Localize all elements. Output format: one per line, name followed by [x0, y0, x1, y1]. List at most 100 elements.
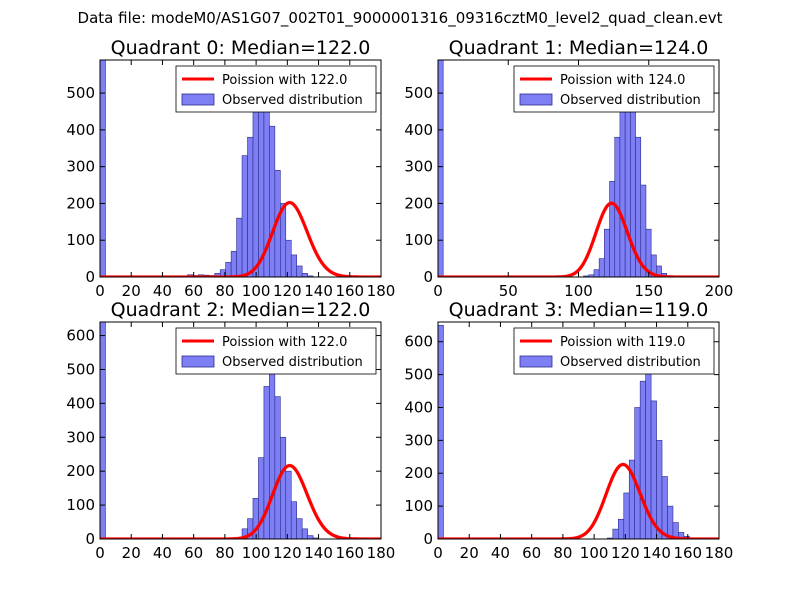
poisson-curve [438, 201, 719, 277]
figure-title: Data file: modeM0/AS1G07_002T01_90000013… [78, 9, 723, 28]
bar [301, 273, 308, 277]
x-tick-label: 100 [242, 544, 271, 562]
x-tick-label: 140 [304, 282, 333, 300]
bar [618, 518, 625, 539]
bar [236, 217, 243, 277]
y-tick-label: 400 [404, 398, 433, 416]
bar [247, 136, 254, 277]
x-tick-label: 100 [564, 282, 593, 300]
x-tick-label: 160 [335, 282, 364, 300]
x-tick-label: 50 [499, 282, 518, 300]
y-tick-label: 100 [404, 497, 433, 515]
legend: Poission with 122.0 Observed distribution [175, 65, 377, 113]
bar [290, 254, 298, 277]
bar [241, 155, 248, 277]
chart-panel-2: Quadrant 2: Median=122.00 20 40 60 80 100 120 1… [66, 299, 395, 562]
bar [667, 505, 674, 539]
y-tick-label: 200 [404, 194, 433, 212]
bar [296, 518, 303, 539]
bar [661, 476, 668, 539]
y-tick-label: 400 [66, 394, 95, 412]
x-tick-label: 20 [460, 544, 479, 562]
bar [623, 492, 630, 539]
y-tick-label: 200 [66, 194, 95, 212]
y-tick-label: 200 [66, 462, 95, 480]
x-tick-label: 60 [184, 544, 203, 562]
x-tick-label: 0 [433, 544, 443, 562]
x-tick-label: 0 [433, 282, 443, 300]
bar [678, 532, 685, 539]
chart-title: Quadrant 1: Median=124.0 [449, 37, 709, 59]
bar [598, 258, 605, 277]
x-tick-label: 180 [705, 544, 734, 562]
x-tick-label: 160 [335, 544, 364, 562]
x-tick-label: 180 [367, 282, 396, 300]
x-tick-label: 150 [634, 282, 663, 300]
bar [438, 60, 444, 277]
y-tick-label: 500 [66, 84, 95, 102]
bar [612, 528, 619, 539]
legend-label-poisson: Poission with 119.0 [560, 335, 685, 350]
legend-label-observed: Observed distribution [560, 93, 701, 108]
y-tick-label: 300 [404, 431, 433, 449]
poisson-curve-glow [100, 463, 381, 539]
legend-bar-swatch [519, 93, 553, 106]
x-tick-label: 20 [122, 544, 141, 562]
bar [230, 250, 237, 277]
y-tick-label: 300 [66, 158, 95, 176]
y-tick-label: 0 [85, 268, 95, 286]
x-tick-label: 60 [522, 544, 541, 562]
x-tick-label: 140 [304, 544, 333, 562]
bar [672, 522, 679, 539]
chart-title: Quadrant 3: Median=119.0 [449, 299, 709, 321]
y-tick-label: 0 [423, 268, 433, 286]
chart-panel-3: Quadrant 3: Median=119.00 20 40 60 80 100 120 1… [404, 299, 733, 562]
y-tick-label: 100 [66, 496, 95, 514]
bar [100, 322, 106, 539]
chart-title: Quadrant 0: Median=122.0 [111, 37, 371, 59]
poisson-curve [438, 463, 719, 539]
chart-panel-1: Quadrant 1: Median=124.0 0 50 100 150 200 0 100… [404, 37, 733, 300]
axes-frame [99, 59, 382, 278]
x-tick-label: 60 [184, 282, 203, 300]
bar [307, 535, 314, 539]
bar [645, 228, 652, 277]
bar [100, 60, 106, 277]
bar [285, 470, 292, 539]
y-tick-label: 500 [66, 360, 95, 378]
legend: Poission with 124.0 Observed distribution [513, 65, 715, 113]
bar [252, 103, 259, 277]
x-tick-label: 120 [611, 544, 640, 562]
bar [280, 436, 287, 539]
x-tick-label: 80 [215, 282, 234, 300]
y-tick-label: 400 [66, 121, 95, 139]
bar [285, 239, 292, 277]
y-tick-label: 600 [404, 333, 433, 351]
bar [656, 440, 663, 539]
x-tick-label: 40 [153, 544, 172, 562]
y-tick-label: 100 [404, 231, 433, 249]
poisson-curve [100, 464, 381, 539]
bar [619, 107, 626, 277]
y-tick-label: 0 [423, 530, 433, 548]
x-tick-label: 40 [153, 282, 172, 300]
legend-label-observed: Observed distribution [222, 355, 363, 370]
legend-label-observed: Observed distribution [222, 93, 363, 108]
legend-bar-swatch [181, 93, 215, 106]
poisson-curve-glow [438, 201, 719, 277]
x-tick-label: 140 [642, 544, 671, 562]
bar [609, 181, 616, 277]
x-tick-label: 120 [273, 282, 302, 300]
x-tick-label: 0 [95, 544, 105, 562]
legend-bar-swatch [519, 355, 553, 368]
y-tick-label: 100 [66, 231, 95, 249]
x-tick-label: 0 [95, 282, 105, 300]
x-tick-label: 80 [215, 544, 234, 562]
x-tick-label: 180 [367, 544, 396, 562]
bars [100, 322, 319, 539]
legend-label-poisson: Poission with 122.0 [222, 73, 347, 88]
bar [639, 380, 646, 539]
y-tick-label: 500 [404, 366, 433, 384]
y-tick-label: 0 [85, 530, 95, 548]
legend-bar-swatch [181, 355, 215, 368]
